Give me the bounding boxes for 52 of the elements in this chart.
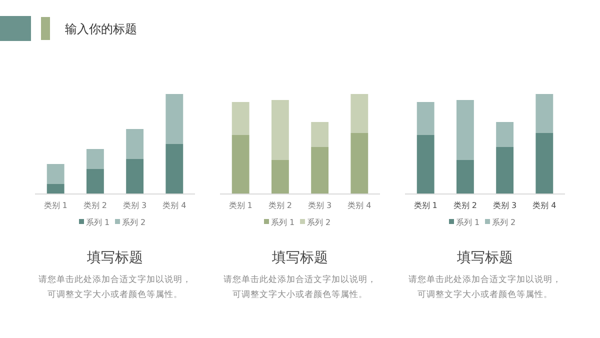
- bar: [126, 159, 144, 194]
- x-tick-label: 类别 4: [162, 201, 186, 210]
- text: 请您单击此处添加合适文字加以说明，: [408, 274, 562, 285]
- x-tick-label: 类别 2: [268, 201, 292, 210]
- x-tick-label: 类别 4: [532, 201, 556, 210]
- bar: [536, 133, 554, 194]
- bar: [166, 144, 184, 194]
- x-tick-label: 类别 4: [348, 201, 372, 210]
- text: 请您单击此处添加合适文字加以说明，: [224, 274, 376, 285]
- bar: [46, 184, 64, 194]
- bar: [496, 122, 514, 147]
- bar: [271, 160, 289, 194]
- text: 可调整文字大小或者颜色等属性。: [418, 289, 552, 300]
- text: 填写标题: [271, 250, 328, 266]
- bar: [86, 149, 104, 169]
- bar: [456, 100, 474, 160]
- text: 填写标题: [86, 250, 143, 266]
- legend-label: 系列 2: [122, 218, 146, 227]
- x-tick-label: 类别 3: [122, 201, 147, 210]
- legend-label: 系列 2: [492, 218, 516, 227]
- text: 可调整文字大小或者颜色等属性。: [232, 289, 368, 300]
- bar: [496, 147, 514, 194]
- legend-label: 系列 1: [86, 218, 110, 227]
- text: 填写标题: [456, 250, 513, 266]
- bar: [350, 94, 368, 133]
- bar: [86, 169, 104, 194]
- text: 可调整文字大小或者颜色等属性。: [48, 289, 182, 300]
- x-tick-label: 类别 1: [414, 201, 438, 210]
- bar: [126, 129, 144, 159]
- bar: [456, 160, 474, 194]
- legend-label: 系列 2: [307, 218, 331, 227]
- bar: [311, 147, 329, 194]
- bar: [271, 100, 289, 160]
- x-tick-label: 类别 1: [44, 201, 68, 210]
- bar: [536, 94, 554, 133]
- x-tick-label: 类别 3: [492, 201, 517, 210]
- text: 输入你的标题: [65, 22, 137, 36]
- x-tick-label: 类别 2: [83, 201, 108, 210]
- bar: [350, 133, 368, 194]
- bar: [416, 135, 434, 194]
- bar: [232, 135, 250, 194]
- text: 请您单击此处添加合适文字加以说明，: [38, 274, 192, 285]
- x-tick-label: 类别 1: [228, 201, 252, 210]
- bar: [311, 122, 329, 147]
- bar: [416, 102, 434, 135]
- x-tick-label: 类别 3: [308, 201, 332, 210]
- legend-label: 系列 1: [271, 218, 295, 227]
- bar: [166, 94, 184, 144]
- x-tick-label: 类别 2: [453, 201, 478, 210]
- bar: [232, 102, 250, 135]
- bar: [46, 164, 64, 184]
- legend-label: 系列 1: [456, 218, 480, 227]
